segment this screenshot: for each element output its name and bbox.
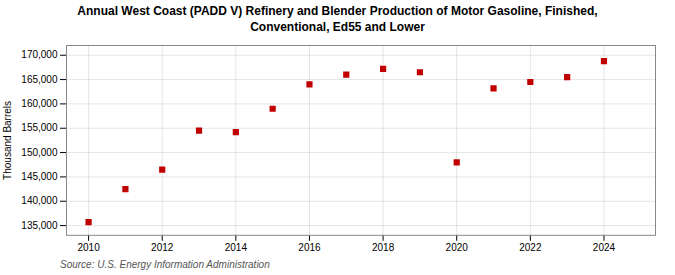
svg-text:145,000: 145,000 [21,171,58,182]
svg-text:2016: 2016 [298,243,321,254]
svg-text:140,000: 140,000 [21,196,58,207]
svg-text:160,000: 160,000 [21,98,58,109]
svg-text:170,000: 170,000 [21,50,58,61]
svg-text:2022: 2022 [519,243,542,254]
svg-text:155,000: 155,000 [21,123,58,134]
svg-text:2010: 2010 [77,243,100,254]
svg-text:2020: 2020 [446,243,469,254]
svg-text:135,000: 135,000 [21,220,58,231]
svg-text:Thousand Barrels: Thousand Barrels [2,101,13,180]
svg-text:2012: 2012 [151,243,174,254]
svg-text:150,000: 150,000 [21,147,58,158]
html-text:Source: U.S. Energy Informatio: Source: U.S. Energy Information Administ… [60,259,270,270]
svg-text:2024: 2024 [593,243,616,254]
svg-text:2018: 2018 [372,243,395,254]
svg-text:2014: 2014 [225,243,248,254]
svg-text:165,000: 165,000 [21,74,58,85]
html-text:Annual West Coast (PADD V) Ref: Annual West Coast (PADD V) Refinery and … [77,4,598,34]
